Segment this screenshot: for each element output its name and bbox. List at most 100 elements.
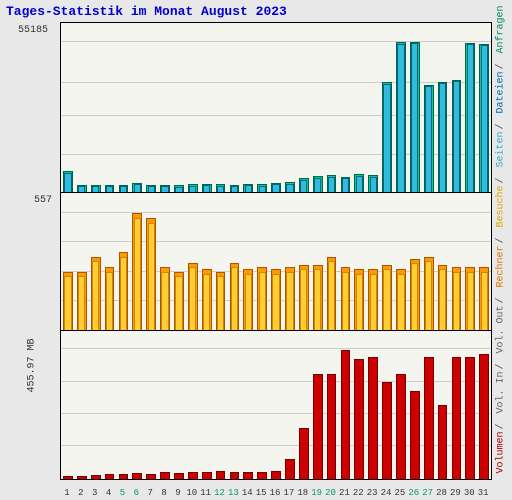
chart-container: Tages-Statistik im Monat August 2023 551… bbox=[0, 0, 512, 500]
bar-volumen bbox=[146, 474, 156, 479]
x-label: 20 bbox=[324, 488, 338, 498]
bar-volumen bbox=[368, 357, 378, 479]
bar-besuche bbox=[300, 269, 307, 331]
bar-dateien bbox=[439, 83, 446, 193]
chart-title: Tages-Statistik im Monat August 2023 bbox=[6, 4, 287, 19]
legend-item: Seiten bbox=[496, 126, 507, 168]
x-label: 16 bbox=[268, 488, 282, 498]
x-label: 1 bbox=[60, 488, 74, 498]
legend-item: Dateien bbox=[496, 66, 507, 114]
x-label: 15 bbox=[254, 488, 268, 498]
bar-volumen bbox=[188, 472, 198, 479]
bar-volumen bbox=[354, 359, 364, 479]
x-label: 8 bbox=[157, 488, 171, 498]
bar-besuche bbox=[481, 272, 488, 331]
bar-besuche bbox=[370, 274, 377, 331]
bar-dateien bbox=[411, 43, 418, 193]
legend: Volumen/Vol. In/Vol. Out/Rechner/Besuche… bbox=[492, 22, 510, 478]
legend-item: Vol. In bbox=[496, 366, 507, 414]
panel-requests bbox=[60, 22, 492, 194]
bar-besuche bbox=[411, 263, 418, 331]
bar-volumen bbox=[396, 374, 406, 479]
x-label: 17 bbox=[282, 488, 296, 498]
x-label: 9 bbox=[171, 488, 185, 498]
x-label: 31 bbox=[476, 488, 490, 498]
bar-dateien bbox=[425, 86, 432, 193]
bar-volumen bbox=[119, 474, 129, 479]
x-label: 27 bbox=[421, 488, 435, 498]
bar-besuche bbox=[189, 267, 196, 331]
legend-item: Anfragen bbox=[496, 0, 507, 54]
x-label: 21 bbox=[338, 488, 352, 498]
bar-besuche bbox=[148, 223, 155, 331]
bar-besuche bbox=[161, 272, 168, 331]
bar-dateien bbox=[342, 178, 349, 193]
bar-besuche bbox=[286, 272, 293, 331]
bar-volumen bbox=[424, 357, 434, 479]
bar-besuche bbox=[259, 272, 266, 331]
bar-besuche bbox=[342, 272, 349, 331]
bar-besuche bbox=[175, 276, 182, 331]
bar-besuche bbox=[203, 274, 210, 331]
bar-dateien bbox=[370, 177, 377, 193]
bar-dateien bbox=[328, 177, 335, 193]
x-label: 23 bbox=[365, 488, 379, 498]
ylabel-1: 55185 bbox=[18, 25, 48, 36]
x-label: 29 bbox=[449, 488, 463, 498]
bar-volumen bbox=[63, 476, 73, 479]
bar-dateien bbox=[314, 178, 321, 193]
bar-dateien bbox=[397, 44, 404, 193]
bar-dateien bbox=[467, 44, 474, 193]
bar-volumen bbox=[257, 472, 267, 479]
bar-volumen bbox=[160, 472, 170, 479]
x-label: 24 bbox=[379, 488, 393, 498]
bar-besuche bbox=[231, 267, 238, 331]
x-label: 22 bbox=[351, 488, 365, 498]
bar-volumen bbox=[327, 374, 337, 479]
bar-besuche bbox=[120, 257, 127, 331]
x-label: 10 bbox=[185, 488, 199, 498]
bar-besuche bbox=[245, 274, 252, 331]
legend-item: Volumen bbox=[496, 426, 507, 474]
x-label: 7 bbox=[143, 488, 157, 498]
bar-besuche bbox=[467, 272, 474, 331]
panel-volume bbox=[60, 330, 492, 480]
bar-volumen bbox=[77, 476, 87, 479]
x-label: 26 bbox=[407, 488, 421, 498]
x-label: 14 bbox=[240, 488, 254, 498]
bar-besuche bbox=[134, 218, 141, 331]
bar-besuche bbox=[314, 269, 321, 331]
legend-item: Rechner bbox=[496, 240, 507, 288]
x-label: 19 bbox=[310, 488, 324, 498]
bar-besuche bbox=[106, 272, 113, 331]
bar-volumen bbox=[299, 428, 309, 479]
bar-volumen bbox=[174, 473, 184, 479]
x-label: 6 bbox=[129, 488, 143, 498]
bar-volumen bbox=[341, 350, 351, 480]
bar-dateien bbox=[64, 173, 71, 193]
bar-besuche bbox=[383, 269, 390, 331]
legend-item: Vol. Out bbox=[496, 300, 507, 354]
x-label: 3 bbox=[88, 488, 102, 498]
bar-dateien bbox=[356, 176, 363, 193]
bar-besuche bbox=[439, 269, 446, 331]
bar-besuche bbox=[64, 276, 71, 331]
x-label: 11 bbox=[199, 488, 213, 498]
bar-volumen bbox=[382, 382, 392, 479]
bar-dateien bbox=[453, 81, 460, 193]
x-label: 25 bbox=[393, 488, 407, 498]
bar-volumen bbox=[410, 391, 420, 479]
bar-besuche bbox=[272, 274, 279, 331]
bar-volumen bbox=[243, 472, 253, 479]
x-label: 28 bbox=[435, 488, 449, 498]
bar-besuche bbox=[425, 261, 432, 331]
bar-besuche bbox=[356, 274, 363, 331]
panel-hosts bbox=[60, 192, 492, 332]
bar-volumen bbox=[313, 374, 323, 479]
x-label: 4 bbox=[102, 488, 116, 498]
bar-volumen bbox=[91, 475, 101, 479]
ylabel-2: 557 bbox=[34, 195, 52, 206]
bar-besuche bbox=[92, 261, 99, 331]
bar-volumen bbox=[230, 472, 240, 479]
bar-dateien bbox=[383, 84, 390, 193]
